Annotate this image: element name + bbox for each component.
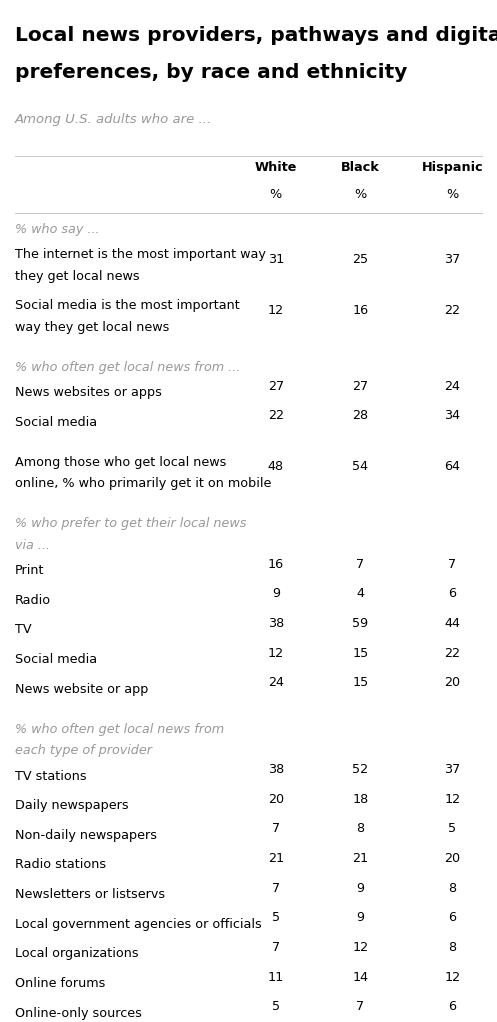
Text: 12: 12 (268, 647, 284, 659)
Text: 34: 34 (444, 410, 460, 422)
Text: 7: 7 (448, 558, 456, 570)
Text: News websites or apps: News websites or apps (15, 386, 162, 400)
Text: 9: 9 (356, 912, 364, 924)
Text: 12: 12 (352, 941, 368, 954)
Text: Online forums: Online forums (15, 977, 105, 990)
Text: 5: 5 (272, 912, 280, 924)
Text: Radio stations: Radio stations (15, 858, 106, 872)
Text: 27: 27 (268, 380, 284, 392)
Text: 14: 14 (352, 971, 368, 983)
Text: 64: 64 (444, 460, 460, 473)
Text: %: % (354, 188, 366, 201)
Text: % who prefer to get their local news: % who prefer to get their local news (15, 517, 247, 530)
Text: 7: 7 (356, 1001, 364, 1013)
Text: Social media: Social media (15, 416, 97, 429)
Text: 22: 22 (444, 647, 460, 659)
Text: 7: 7 (272, 882, 280, 894)
Text: 12: 12 (444, 793, 460, 805)
Text: TV: TV (15, 623, 31, 637)
Text: 22: 22 (268, 410, 284, 422)
Text: 15: 15 (352, 647, 368, 659)
Text: 16: 16 (352, 304, 368, 317)
Text: 44: 44 (444, 617, 460, 630)
Text: 37: 37 (444, 763, 460, 776)
Text: 27: 27 (352, 380, 368, 392)
Text: 16: 16 (268, 558, 284, 570)
Text: 24: 24 (444, 380, 460, 392)
Text: 37: 37 (444, 252, 460, 266)
Text: TV stations: TV stations (15, 770, 86, 783)
Text: 8: 8 (448, 882, 456, 894)
Text: 59: 59 (352, 617, 368, 630)
Text: 6: 6 (448, 912, 456, 924)
Text: 20: 20 (444, 852, 460, 865)
Text: each type of provider: each type of provider (15, 744, 152, 757)
Text: 28: 28 (352, 410, 368, 422)
Text: Hispanic: Hispanic (421, 161, 483, 175)
Text: %: % (270, 188, 282, 201)
Text: 7: 7 (272, 941, 280, 954)
Text: Online-only sources: Online-only sources (15, 1007, 142, 1020)
Text: preferences, by race and ethnicity: preferences, by race and ethnicity (15, 63, 407, 83)
Text: via ...: via ... (15, 539, 50, 552)
Text: 12: 12 (268, 304, 284, 317)
Text: Non-daily newspapers: Non-daily newspapers (15, 829, 157, 842)
Text: %: % (446, 188, 458, 201)
Text: Newsletters or listservs: Newsletters or listservs (15, 888, 165, 901)
Text: 52: 52 (352, 763, 368, 776)
Text: Print: Print (15, 564, 44, 577)
Text: 21: 21 (352, 852, 368, 865)
Text: 8: 8 (356, 823, 364, 835)
Text: 25: 25 (352, 252, 368, 266)
Text: Radio: Radio (15, 594, 51, 607)
Text: way they get local news: way they get local news (15, 321, 169, 334)
Text: White: White (254, 161, 297, 175)
Text: 5: 5 (448, 823, 456, 835)
Text: 20: 20 (444, 677, 460, 689)
Text: % who say ...: % who say ... (15, 223, 99, 236)
Text: 8: 8 (448, 941, 456, 954)
Text: News website or app: News website or app (15, 683, 148, 696)
Text: 54: 54 (352, 460, 368, 473)
Text: Social media is the most important: Social media is the most important (15, 299, 240, 313)
Text: Daily newspapers: Daily newspapers (15, 799, 129, 812)
Text: 20: 20 (268, 793, 284, 805)
Text: 6: 6 (448, 588, 456, 600)
Text: Black: Black (341, 161, 380, 175)
Text: 7: 7 (356, 558, 364, 570)
Text: 9: 9 (272, 588, 280, 600)
Text: 7: 7 (272, 823, 280, 835)
Text: 31: 31 (268, 252, 284, 266)
Text: Local government agencies or officials: Local government agencies or officials (15, 918, 261, 931)
Text: % who often get local news from: % who often get local news from (15, 723, 224, 736)
Text: % who often get local news from ...: % who often get local news from ... (15, 361, 240, 374)
Text: 24: 24 (268, 677, 284, 689)
Text: 11: 11 (268, 971, 284, 983)
Text: Social media: Social media (15, 653, 97, 666)
Text: Among U.S. adults who are ...: Among U.S. adults who are ... (15, 113, 212, 127)
Text: 38: 38 (268, 763, 284, 776)
Text: 38: 38 (268, 617, 284, 630)
Text: Local organizations: Local organizations (15, 947, 139, 961)
Text: they get local news: they get local news (15, 270, 140, 283)
Text: Among those who get local news: Among those who get local news (15, 456, 226, 469)
Text: 4: 4 (356, 588, 364, 600)
Text: 21: 21 (268, 852, 284, 865)
Text: 22: 22 (444, 304, 460, 317)
Text: 48: 48 (268, 460, 284, 473)
Text: The internet is the most important way: The internet is the most important way (15, 248, 266, 262)
Text: 9: 9 (356, 882, 364, 894)
Text: 5: 5 (272, 1001, 280, 1013)
Text: 12: 12 (444, 971, 460, 983)
Text: Local news providers, pathways and digital: Local news providers, pathways and digit… (15, 26, 497, 45)
Text: online, % who primarily get it on mobile: online, % who primarily get it on mobile (15, 477, 271, 491)
Text: 6: 6 (448, 1001, 456, 1013)
Text: 15: 15 (352, 677, 368, 689)
Text: 18: 18 (352, 793, 368, 805)
